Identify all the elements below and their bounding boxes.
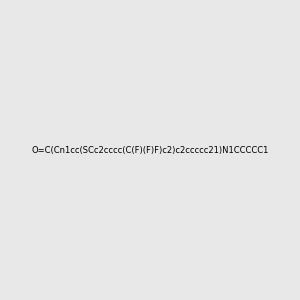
- Text: O=C(Cn1cc(SCc2cccc(C(F)(F)F)c2)c2ccccc21)N1CCCCC1: O=C(Cn1cc(SCc2cccc(C(F)(F)F)c2)c2ccccc21…: [31, 146, 269, 154]
